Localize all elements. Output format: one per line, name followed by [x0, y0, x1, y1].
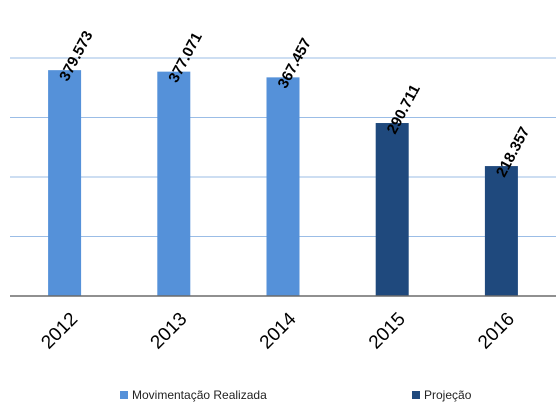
legend: Movimentação Realizada Projeção	[0, 388, 556, 402]
bar-2013	[157, 71, 191, 296]
bar-2014	[266, 77, 300, 296]
x-tick-labels: 2012 2013 2014 2015 2016	[37, 308, 519, 353]
x-tick-label-2015: 2015	[365, 309, 410, 354]
x-tick-label-2014: 2014	[256, 308, 301, 353]
bar-2012	[48, 70, 82, 296]
bar-2015	[375, 123, 409, 297]
legend-item-realizada: Movimentação Realizada	[120, 388, 267, 402]
legend-label-realizada: Movimentação Realizada	[132, 388, 267, 402]
x-tick-label-2012: 2012	[37, 309, 82, 354]
legend-swatch-realizada	[120, 391, 128, 399]
x-tick-label-2013: 2013	[147, 309, 192, 354]
legend-swatch-projecao	[412, 391, 420, 399]
bar-2016	[484, 166, 518, 296]
legend-label-projecao: Projeção	[424, 388, 472, 402]
bars	[48, 70, 518, 297]
x-tick-label-2016: 2016	[474, 309, 519, 354]
legend-item-projecao: Projeção	[412, 388, 471, 402]
